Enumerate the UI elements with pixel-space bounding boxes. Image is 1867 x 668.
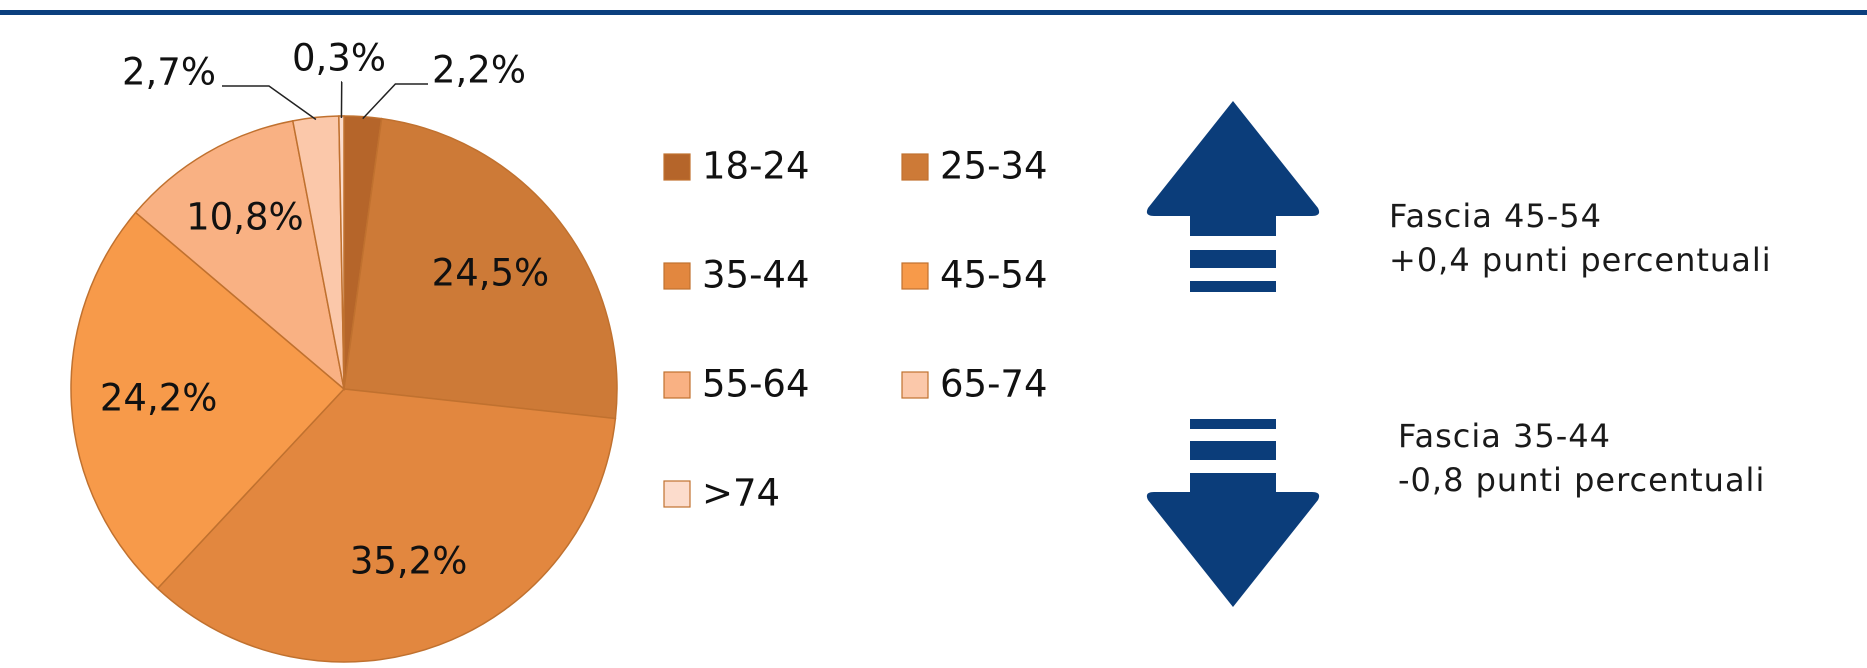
data-label: 35,2% — [350, 540, 468, 583]
data-label: 0,3% — [292, 37, 386, 80]
legend-swatch — [663, 480, 691, 508]
legend-label: 18-24 — [702, 145, 810, 188]
annotation-text: +0,4 punti percentuali — [1389, 241, 1772, 279]
leader-line — [340, 81, 343, 119]
legend-swatch — [901, 371, 929, 399]
data-label: 2,7% — [122, 51, 216, 94]
annotation-text: -0,8 punti percentuali — [1398, 461, 1765, 499]
annotation-title: Fascia 45-54 — [1389, 197, 1602, 235]
data-label: 24,2% — [100, 376, 218, 419]
legend-label: >74 — [702, 472, 780, 515]
legend-label: 65-74 — [940, 363, 1048, 406]
data-label: 24,5% — [432, 251, 550, 294]
pie-slice — [70, 211, 346, 590]
legend-swatch — [901, 153, 929, 181]
pie-slice — [134, 119, 346, 391]
legend-label: 45-54 — [940, 254, 1048, 297]
legend-label: 55-64 — [702, 363, 810, 406]
legend-label: 35-44 — [702, 254, 810, 297]
data-label: 2,2% — [432, 49, 526, 92]
leader-line — [362, 83, 428, 120]
top-rule — [0, 10, 1867, 15]
down-arrow — [1146, 419, 1320, 607]
annotation-title: Fascia 35-44 — [1398, 417, 1611, 455]
legend-label: 25-34 — [940, 145, 1048, 188]
legend-swatch — [663, 262, 691, 290]
legend-swatch — [663, 153, 691, 181]
legend-swatch — [663, 371, 691, 399]
pie-slice — [156, 388, 617, 663]
pie-slice — [343, 117, 618, 420]
data-label: 10,8% — [186, 196, 304, 239]
leader-line — [222, 85, 317, 121]
legend-swatch — [901, 262, 929, 290]
up-arrow — [1146, 101, 1320, 292]
